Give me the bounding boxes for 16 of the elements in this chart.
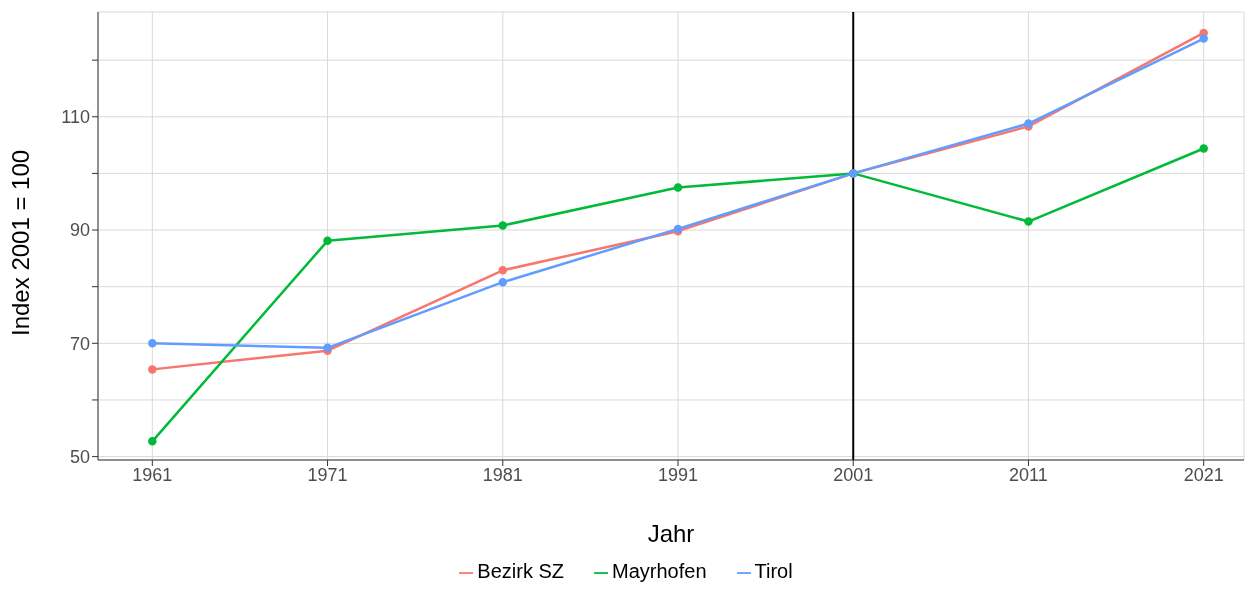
y-tick-label: 50 — [69, 446, 90, 467]
x-axis-title: Jahr — [647, 520, 695, 547]
x-tick-label: 1971 — [307, 464, 348, 485]
x-tick-label: 1961 — [132, 464, 173, 485]
legend-label: Tirol — [754, 560, 793, 582]
legend-label: Mayrhofen — [612, 560, 707, 582]
x-tick-label: 1991 — [657, 464, 699, 485]
y-tick-label: 70 — [69, 333, 90, 354]
x-tick-label: 2011 — [1009, 464, 1048, 485]
legend-label: Bezirk SZ — [477, 560, 565, 582]
x-tick-label: 2001 — [833, 464, 874, 485]
x-tick-label: 1981 — [482, 464, 523, 485]
y-tick-label: 110 — [61, 107, 90, 128]
y-axis-title: Index 2001 = 100 — [6, 149, 34, 336]
x-tick-label: 2021 — [1183, 464, 1224, 485]
y-tick-label: 90 — [69, 220, 90, 241]
